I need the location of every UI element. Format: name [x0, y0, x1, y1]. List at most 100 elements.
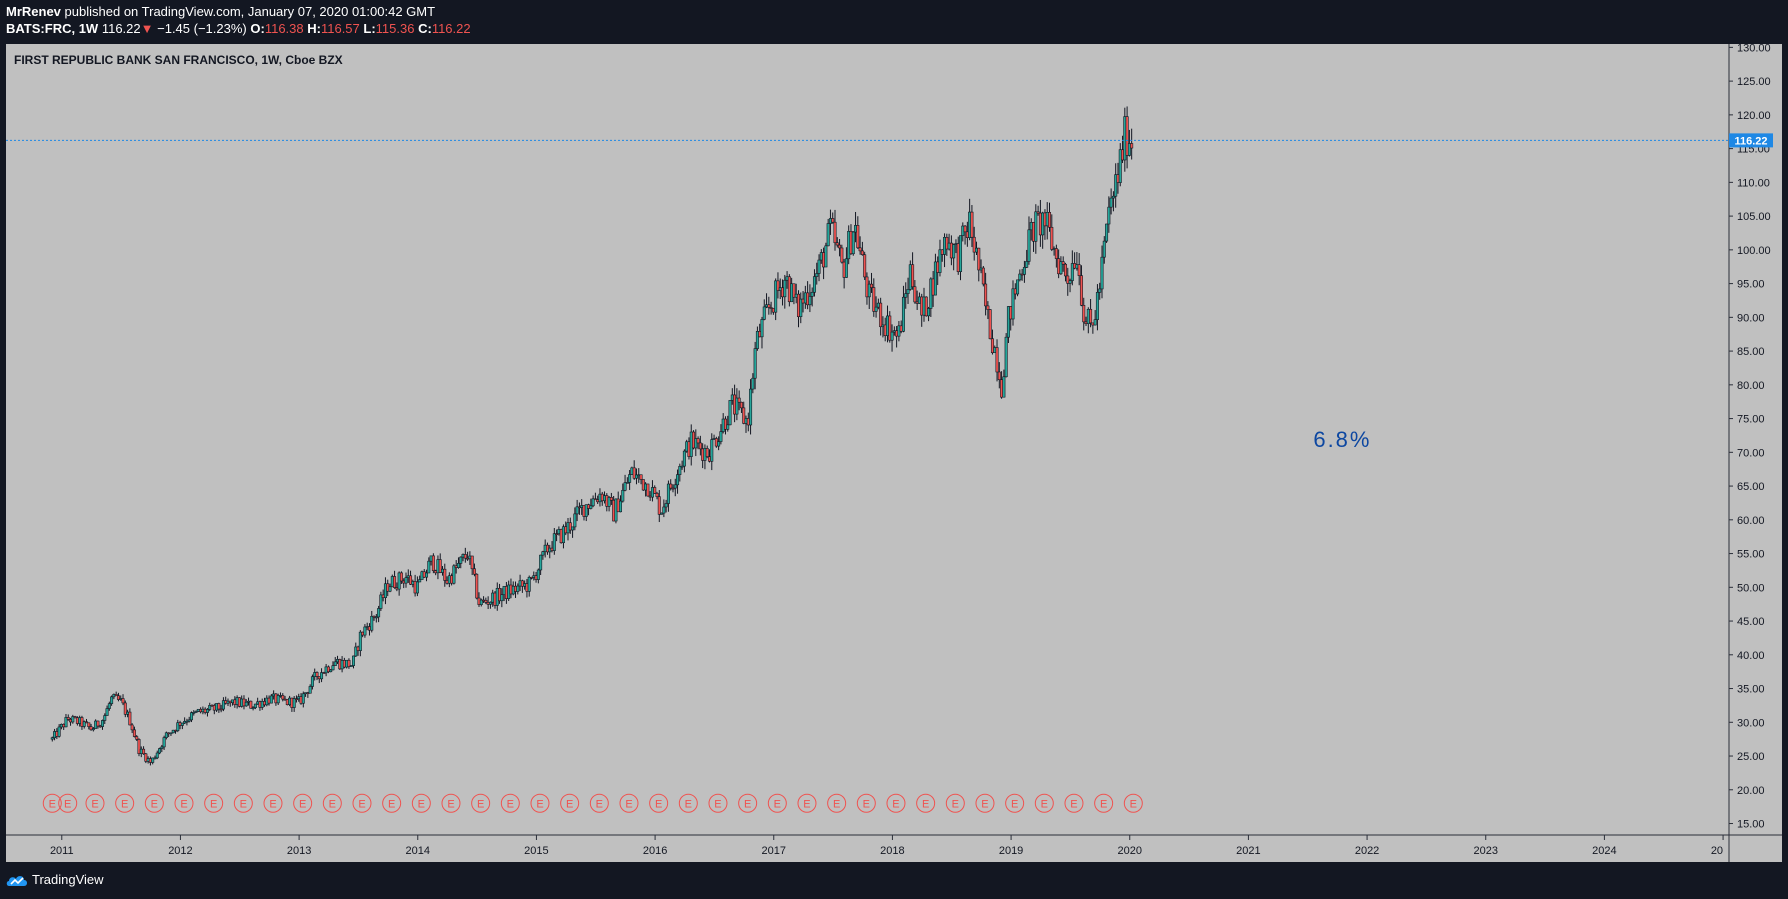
candle-down [409, 575, 413, 585]
candle-up [110, 696, 114, 704]
publish-info: MrRenev published on TradingView.com, Ja… [6, 4, 435, 19]
candle-down [696, 438, 700, 444]
earnings-marker-label: E [329, 798, 336, 810]
candle-up [938, 249, 942, 273]
candle-up [1095, 292, 1099, 320]
candle-up [749, 388, 753, 426]
candle-up [760, 319, 764, 338]
x-tick-label: 2018 [880, 845, 904, 857]
last-price-indicator: 116.22 [6, 133, 1773, 148]
y-tick-label: 85.00 [1737, 346, 1765, 358]
candle-down [705, 448, 709, 457]
candle-up [527, 576, 531, 592]
candle-down [698, 442, 702, 450]
earnings-marker [619, 793, 639, 813]
earnings-marker [1064, 793, 1084, 813]
earnings-marker [530, 793, 550, 813]
candle-up [810, 291, 814, 297]
candle-down [739, 401, 743, 409]
high-value: 116.57 [320, 21, 360, 36]
earnings-marker [678, 793, 698, 813]
price-chart[interactable]: FIRST REPUBLIC BANK SAN FRANCISCO, 1W, C… [6, 42, 1782, 862]
candle-up [208, 705, 212, 710]
symbol-label[interactable]: BATS:FRC, 1W [6, 21, 99, 36]
symbol-info: BATS:FRC, 1W 116.22▼ −1.45 (−1.23%) O:11… [6, 21, 471, 36]
candle-up [64, 717, 68, 728]
earnings-marker-label: E [388, 798, 395, 810]
earnings-marker [411, 793, 431, 813]
earnings-marker-label: E [892, 798, 899, 810]
last-price: 116.22 [101, 21, 141, 36]
candle-up [1011, 288, 1015, 320]
earnings-marker-label: E [833, 798, 840, 810]
candle-up [573, 513, 577, 528]
candle-up [904, 293, 908, 298]
candle-up [536, 569, 540, 580]
candle-up [251, 707, 255, 709]
author-name[interactable]: MrRenev [6, 4, 61, 19]
candle-up [623, 482, 627, 491]
candle-down [294, 698, 298, 700]
candle-up [678, 466, 682, 475]
candle-up [539, 554, 543, 571]
x-tick-label: 2021 [1236, 845, 1260, 857]
candle-up [735, 397, 739, 415]
candle-down [776, 280, 780, 291]
earnings-marker [322, 793, 342, 813]
candle-up [867, 283, 871, 298]
candle-up [151, 757, 155, 763]
candle-up [1006, 306, 1010, 338]
y-tick-label: 30.00 [1737, 717, 1765, 729]
candle-down [1079, 275, 1083, 306]
candle-up [824, 245, 828, 268]
candle-up [1102, 240, 1106, 258]
candle-down [1125, 116, 1129, 156]
price-scale-background[interactable] [1729, 44, 1782, 835]
candle-up [187, 719, 191, 722]
earnings-marker [1123, 793, 1143, 813]
candle-up [621, 489, 625, 502]
tradingview-logo[interactable]: TradingView [6, 872, 104, 887]
candle-up [673, 484, 677, 489]
last-price-badge [1729, 133, 1773, 148]
candle-down [888, 315, 892, 341]
published-text: published on TradingView.com, January 07… [64, 4, 436, 19]
candle-up [812, 276, 816, 293]
candle-up [180, 722, 184, 726]
candle-down [988, 309, 992, 340]
down-arrow-icon: ▼ [140, 21, 154, 36]
candle-up [488, 601, 492, 605]
candle-up [329, 669, 333, 673]
candle-up [751, 377, 755, 390]
x-tick-label: 2017 [762, 845, 786, 857]
candle-up [1111, 195, 1115, 199]
candle-up [628, 474, 632, 483]
candle-down [1089, 308, 1093, 324]
earnings-marker-label: E [774, 798, 781, 810]
y-tick-label: 90.00 [1737, 312, 1765, 324]
candle-down [792, 283, 796, 298]
candle-up [153, 757, 157, 760]
plot-area[interactable] [6, 44, 1729, 835]
candle-up [301, 693, 305, 704]
candle-up [584, 504, 588, 517]
candle-up [890, 331, 894, 341]
cloud-icon [6, 875, 27, 886]
candle-up [774, 280, 778, 313]
y-tick-label: 60.00 [1737, 515, 1765, 527]
candle-down [593, 498, 597, 501]
candle-down [872, 287, 876, 312]
candle-up [1093, 319, 1097, 326]
earnings-marker-label: E [1100, 798, 1107, 810]
candle-down [1048, 212, 1052, 228]
earnings-marker-label: E [358, 798, 365, 810]
earnings-marker-label: E [210, 798, 217, 810]
candle-up [666, 483, 670, 504]
earnings-marker-label: E [299, 798, 306, 810]
earnings-marker [916, 793, 936, 813]
candle-up [194, 711, 198, 713]
candle-up [851, 231, 855, 255]
y-tick-label: 120.00 [1737, 110, 1771, 122]
candle-down [121, 698, 125, 704]
chart-frame[interactable]: FIRST REPUBLIC BANK SAN FRANCISCO, 1W, C… [6, 42, 1782, 862]
